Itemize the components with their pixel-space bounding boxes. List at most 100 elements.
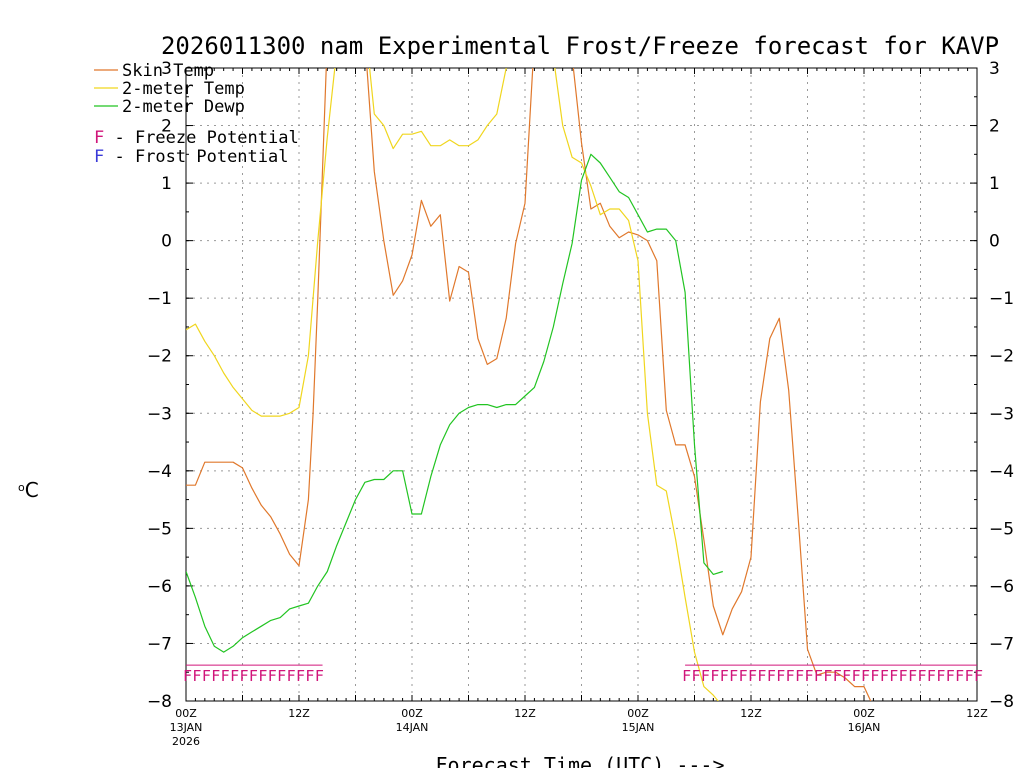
x-tick-date: 15JAN [622,721,655,734]
freeze-marker: F [852,667,861,685]
y-tick-label-right: 1 [989,174,1000,194]
freeze-marker: F [870,667,879,685]
y-tick-label: −2 [147,347,172,367]
y-tick-label-right: −8 [989,692,1014,712]
potential-legend-entry: F - Frost Potential [94,147,288,167]
freeze-marker: F [183,667,192,685]
x-tick-label: 12Z [288,707,310,720]
freeze-marker: F [249,667,258,685]
freeze-marker: F [692,667,701,685]
x-tick-label: 12Z [740,707,762,720]
freeze-marker: F [786,667,795,685]
y-tick-label: −3 [147,404,172,424]
freeze-marker: F [946,667,955,685]
freeze-marker: F [795,667,804,685]
y-tick-label: 0 [161,232,172,252]
freeze-marker: F [211,667,220,685]
y-axis-unit: C [25,478,39,502]
freeze-marker: F [268,667,277,685]
y-tick-label-right: −7 [989,634,1014,654]
x-tick-label: 00Z [401,707,423,720]
legend-label: 2-meter Dewp [122,97,245,117]
freeze-marker: F [305,667,314,685]
y-axis-right: −8 −7 −6 −5 −4 −3 −2 −1 0 1 2 3 [970,59,1014,712]
freeze-marker: F [701,667,710,685]
y-axis-left: −8 −7 −6 −5 −4 −3 −2 −1 0 1 2 3 [147,59,193,712]
freeze-marker: F [287,667,296,685]
freeze-marker: F [748,667,757,685]
legend-label: 2-meter Temp [122,79,245,99]
series-line-skin-temp [186,68,872,701]
freeze-marker: F [861,667,870,685]
x-tick-label: 00Z [853,707,875,720]
freeze-marker: F [823,667,832,685]
potential-legend-text: - Frost Potential [104,147,288,167]
series-line-2-meter-temp [186,68,719,701]
series-layer [186,68,872,701]
freeze-marker: F [889,667,898,685]
potential-legend-text: - Freeze Potential [104,128,298,148]
freeze-marker: F [240,667,249,685]
y-tick-label: 3 [161,59,172,79]
x-tick-date: 14JAN [396,721,429,734]
freeze-marker: F [918,667,927,685]
legend-label: Skin Temp [122,61,214,81]
chart-title: 2026011300 nam Experimental Frost/Freeze… [161,32,999,60]
freeze-marker: F [682,667,691,685]
freeze-marker: F [230,667,239,685]
freeze-marker: F [710,667,719,685]
potential-legend-letter: F [94,147,104,167]
freeze-marker: F [955,667,964,685]
x-tick-label: 00Z [175,707,197,720]
freeze-marker: F [729,667,738,685]
y-axis-label: oC [18,478,39,502]
freeze-marker: F [842,667,851,685]
x-tick-year: 2026 [172,735,200,748]
y-tick-label: −6 [147,577,172,597]
freeze-marker: F [899,667,908,685]
x-tick-label: 00Z [627,707,649,720]
y-tick-label-right: −1 [989,289,1014,309]
freeze-marker: F [880,667,889,685]
freeze-marker: F [277,667,286,685]
y-tick-label: 2 [161,117,172,137]
freeze-marker: F [908,667,917,685]
freeze-marker: F [315,667,324,685]
x-tick-label: 12Z [966,707,988,720]
y-tick-label: 1 [161,174,172,194]
freeze-marker: F [927,667,936,685]
freeze-marker: F [296,667,305,685]
freeze-marker: F [767,667,776,685]
y-tick-label: −1 [147,289,172,309]
y-tick-label-right: 3 [989,59,1000,79]
y-tick-label-right: −5 [989,519,1014,539]
y-tick-label: −4 [147,462,172,482]
series-line-2-meter-dewp [186,153,723,653]
y-tick-label-right: 2 [989,117,1000,137]
freeze-marker: F [805,667,814,685]
freeze-marker: F [221,667,230,685]
y-tick-label-right: −3 [989,404,1014,424]
freeze-marker: F [833,667,842,685]
y-tick-label-right: 0 [989,232,1000,252]
y-tick-label-right: −2 [989,347,1014,367]
freeze-marker: F [974,667,983,685]
y-axis-degree: o [18,481,25,494]
freeze-marker: F [757,667,766,685]
x-tick-label: 12Z [514,707,536,720]
y-tick-label: −8 [147,692,172,712]
freeze-marker: F [814,667,823,685]
potential-legend-letter: F [94,128,104,148]
x-axis-label: Forecast Time (UTC) ---> [436,753,725,768]
x-tick-date: 13JAN [170,721,203,734]
freeze-marker: F [965,667,974,685]
potential-legend-entry: F - Freeze Potential [94,128,299,148]
freeze-marker: F [720,667,729,685]
x-tick-date: 16JAN [848,721,881,734]
freeze-marker: F [258,667,267,685]
grid-lines [186,68,977,701]
